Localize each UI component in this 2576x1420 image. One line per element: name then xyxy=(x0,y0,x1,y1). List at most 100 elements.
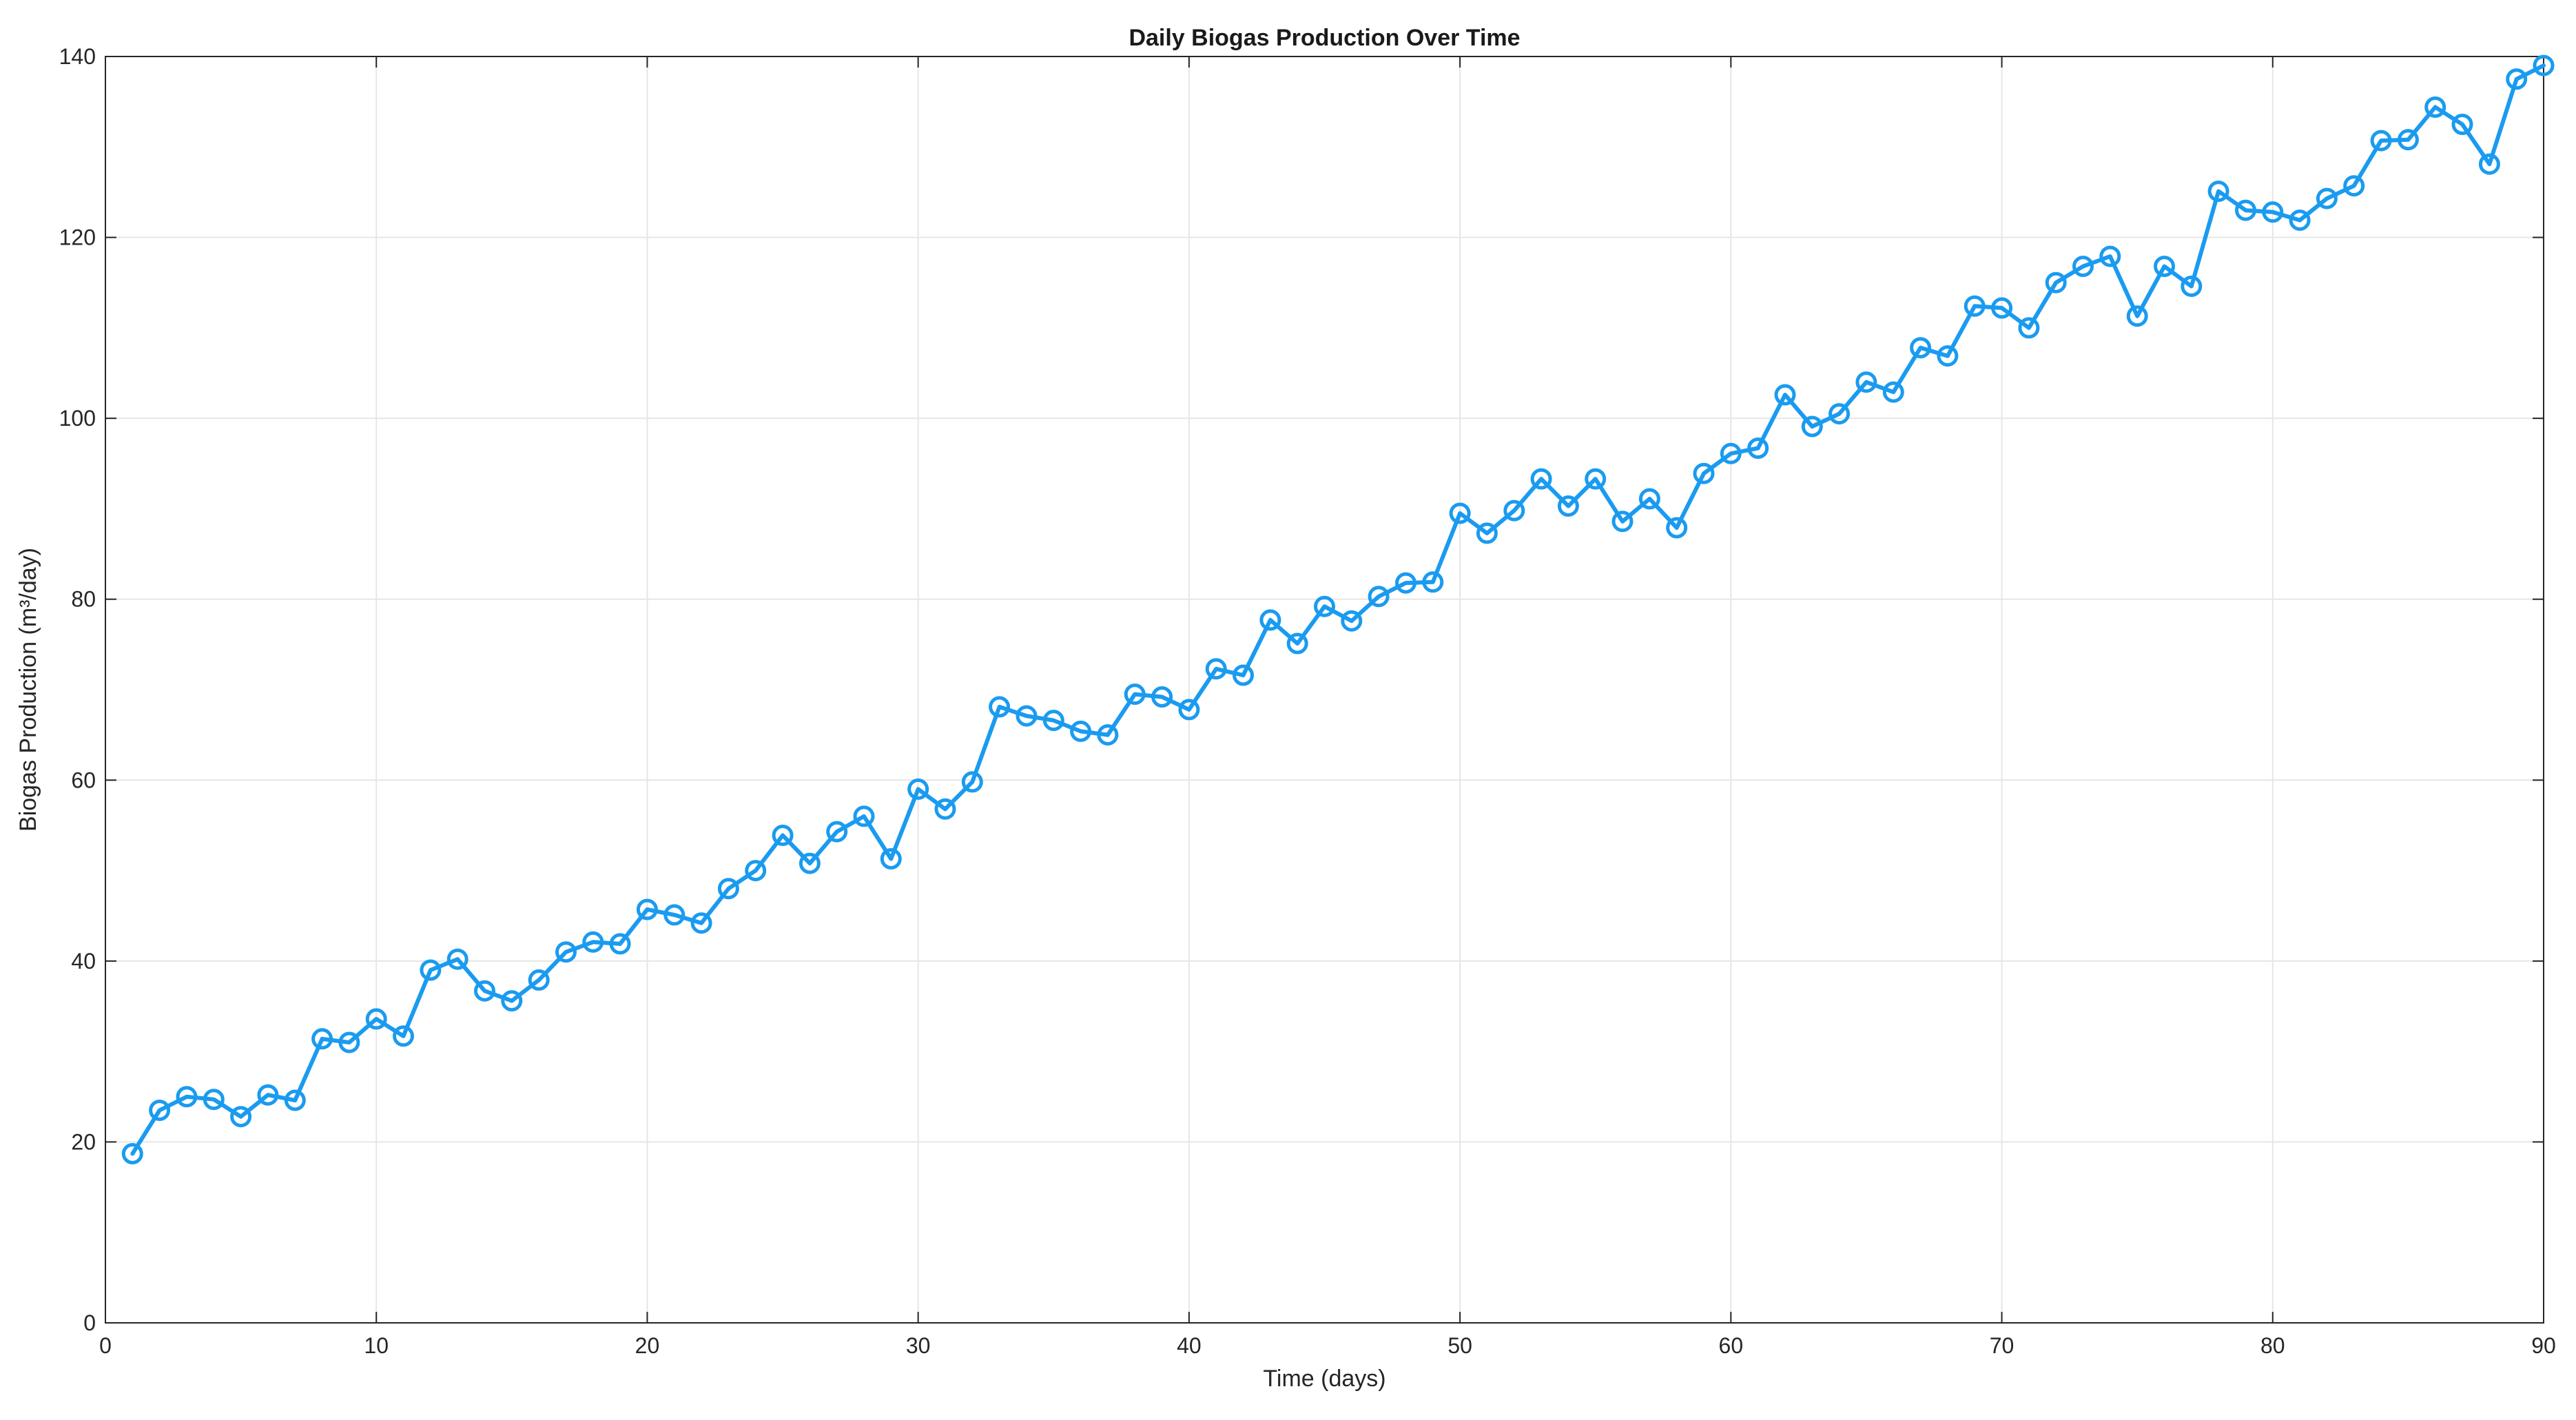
x-tick-label: 90 xyxy=(2531,1333,2556,1358)
x-axis-label: Time (days) xyxy=(1263,1366,1385,1392)
data-point xyxy=(1964,295,1986,317)
data-point xyxy=(176,1086,198,1108)
data-point xyxy=(798,852,821,874)
data-point xyxy=(1991,297,2013,319)
data-point xyxy=(2289,209,2311,231)
data-point xyxy=(880,848,902,870)
data-point xyxy=(257,1084,279,1106)
data-point xyxy=(2235,199,2256,221)
chart-title: Daily Biogas Production Over Time xyxy=(1129,25,1520,51)
data-point xyxy=(1585,468,1607,490)
data-point xyxy=(2343,175,2365,197)
data-point xyxy=(2099,245,2121,267)
data-point xyxy=(1855,371,1877,393)
data-point xyxy=(365,1008,387,1030)
y-tick-label: 0 xyxy=(83,1310,96,1335)
x-tick-label: 10 xyxy=(364,1333,389,1358)
data-point xyxy=(1395,572,1416,594)
y-axis-label: Biogas Production (m³/day) xyxy=(15,548,41,832)
data-point xyxy=(1124,683,1146,706)
data-point xyxy=(826,821,848,843)
data-point xyxy=(1530,468,1552,490)
data-point xyxy=(2533,54,2555,76)
data-point xyxy=(2262,201,2284,223)
y-tick-label: 80 xyxy=(71,587,96,612)
data-point xyxy=(1503,500,1525,522)
data-point xyxy=(528,969,550,991)
data-point xyxy=(1097,724,1119,746)
y-tick-label: 100 xyxy=(59,406,96,431)
data-point xyxy=(961,771,983,793)
data-point xyxy=(1910,337,1932,359)
data-point xyxy=(501,990,523,1012)
data-point xyxy=(636,898,658,920)
data-point xyxy=(1259,609,1281,631)
x-tick-label: 0 xyxy=(99,1333,112,1358)
data-point xyxy=(2154,256,2175,278)
x-tick-label: 60 xyxy=(1719,1333,1744,1358)
data-point xyxy=(1016,705,1038,727)
y-tick-label: 120 xyxy=(59,225,96,250)
data-point xyxy=(663,904,686,926)
data-point xyxy=(1747,438,1769,459)
data-point xyxy=(1693,462,1715,484)
data-point xyxy=(690,912,712,934)
data-point xyxy=(1178,699,1200,721)
data-point xyxy=(203,1089,225,1111)
x-tick-label: 70 xyxy=(1990,1333,2015,1358)
data-point xyxy=(393,1025,414,1047)
data-point xyxy=(1801,415,1823,438)
data-point xyxy=(989,696,1011,718)
data-point xyxy=(149,1100,171,1121)
data-point xyxy=(1557,495,1579,517)
data-point xyxy=(121,1143,143,1164)
data-point xyxy=(1774,384,1796,406)
plot-frame xyxy=(105,56,2544,1324)
data-point xyxy=(338,1031,360,1053)
data-point xyxy=(555,941,577,963)
data-point xyxy=(1720,442,1742,464)
data-point xyxy=(1937,345,1959,367)
data-point xyxy=(2018,317,2040,339)
y-tick-label: 20 xyxy=(71,1129,96,1154)
data-point xyxy=(1286,632,1308,655)
data-point xyxy=(1151,686,1173,708)
data-point xyxy=(772,824,794,846)
data-point xyxy=(2506,68,2528,90)
data-point xyxy=(2126,305,2148,327)
data-point xyxy=(2424,96,2446,118)
series-layer xyxy=(121,54,2555,1164)
axis-ticks: 0 10 20 30 40 50 60 70 80 90 0 20 40 60 80 100 120 140 xyxy=(59,44,2556,1358)
data-point xyxy=(1341,610,1363,632)
y-tick-label: 140 xyxy=(59,44,96,69)
data-point xyxy=(1666,517,1688,539)
data-point xyxy=(2370,130,2392,152)
x-tick-label: 20 xyxy=(635,1333,660,1358)
data-point xyxy=(446,948,468,970)
y-tick-label: 40 xyxy=(71,949,96,974)
data-point xyxy=(2072,256,2094,278)
data-point xyxy=(2045,271,2067,294)
x-tick-label: 50 xyxy=(1447,1333,1472,1358)
data-point xyxy=(853,805,875,827)
data-point xyxy=(2451,114,2473,135)
data-point xyxy=(582,931,604,953)
data-point xyxy=(420,959,442,981)
data-point xyxy=(1422,571,1444,593)
y-tick-label: 60 xyxy=(71,768,96,792)
data-point xyxy=(1233,664,1254,686)
data-point xyxy=(1042,710,1064,732)
data-point xyxy=(2397,129,2419,151)
data-point xyxy=(474,980,495,1002)
data-point xyxy=(311,1028,333,1050)
x-tick-label: 30 xyxy=(906,1333,931,1358)
data-point xyxy=(1449,502,1471,524)
data-point xyxy=(230,1106,252,1128)
data-point xyxy=(1070,720,1092,742)
data-point xyxy=(1611,511,1634,533)
data-point xyxy=(1882,381,1904,403)
data-point xyxy=(1205,658,1227,680)
